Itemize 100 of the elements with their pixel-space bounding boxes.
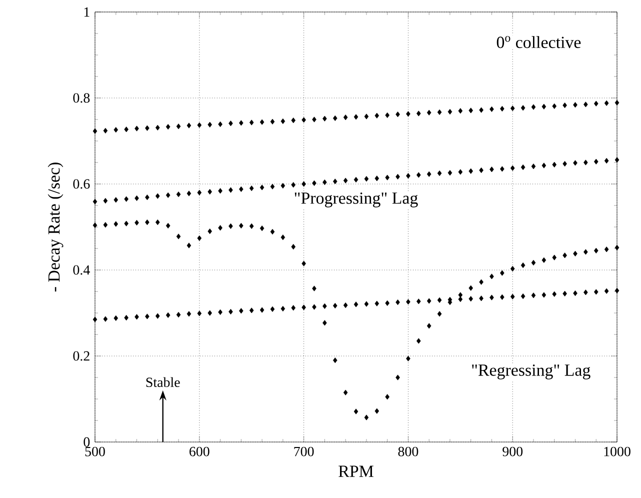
point (312, 116, 316, 122)
point (542, 104, 546, 110)
point (186, 311, 192, 317)
y-tick-label: 1 (84, 7, 90, 17)
point (354, 302, 358, 308)
point (343, 178, 348, 184)
point (573, 250, 578, 256)
point (208, 228, 212, 234)
point (239, 308, 244, 314)
point (270, 118, 275, 124)
point (594, 289, 598, 295)
point (186, 190, 192, 196)
point (562, 252, 567, 258)
y-tick-label: 0.2 (73, 351, 90, 361)
point (614, 100, 620, 106)
point (374, 176, 380, 182)
point (426, 110, 432, 116)
point (416, 110, 421, 116)
point (531, 260, 536, 266)
point (291, 305, 296, 311)
point (249, 185, 254, 192)
point (531, 164, 536, 170)
point (249, 308, 254, 314)
point (406, 173, 410, 179)
point (437, 311, 442, 317)
point (584, 102, 588, 108)
point (239, 120, 244, 126)
point (584, 290, 588, 296)
point (197, 190, 202, 196)
point (322, 320, 327, 326)
point (604, 158, 609, 164)
point (406, 299, 410, 305)
point (520, 293, 526, 300)
point (520, 262, 526, 268)
point (302, 181, 306, 187)
point (332, 178, 338, 184)
point (510, 294, 515, 300)
x-tick-label: 500 (85, 446, 105, 456)
point (260, 184, 264, 190)
point (218, 188, 222, 194)
point (374, 408, 380, 414)
point (542, 162, 546, 168)
point (103, 316, 108, 322)
point (584, 249, 588, 255)
point (114, 221, 118, 227)
x-tick-label: 900 (502, 446, 523, 456)
point (92, 128, 98, 134)
point (134, 126, 139, 132)
point (343, 302, 348, 308)
point (166, 192, 170, 198)
point (176, 192, 181, 198)
point (364, 176, 369, 182)
x-tick-label: 800 (398, 446, 418, 456)
point (291, 118, 296, 124)
point (364, 301, 369, 307)
point (458, 292, 463, 298)
point (103, 222, 108, 228)
point (92, 316, 98, 322)
point (260, 307, 264, 313)
point (239, 186, 244, 192)
point (479, 279, 484, 285)
point (354, 114, 358, 120)
point (145, 194, 150, 200)
point (604, 288, 609, 294)
point (270, 184, 275, 190)
point (374, 300, 380, 306)
point (280, 234, 286, 240)
point (458, 169, 463, 175)
point (166, 312, 170, 318)
point (197, 235, 202, 241)
point (228, 187, 233, 193)
point (322, 303, 327, 309)
point (604, 246, 609, 252)
point (437, 170, 442, 176)
point (510, 266, 515, 272)
point (542, 257, 546, 263)
point (92, 222, 98, 228)
point (385, 174, 390, 180)
point (573, 160, 578, 166)
point (208, 310, 212, 316)
point (155, 313, 160, 319)
point (562, 290, 567, 296)
point (426, 298, 432, 304)
point (448, 108, 452, 115)
point (468, 168, 473, 174)
x-tick-label: 1000 (604, 446, 630, 456)
point (468, 296, 473, 302)
point (584, 160, 588, 166)
point (332, 358, 338, 364)
point (155, 193, 160, 199)
point (614, 288, 620, 294)
point (114, 315, 118, 321)
annotation: 0$^{o}$ collective (496, 36, 581, 48)
point (208, 122, 212, 128)
point (197, 122, 202, 128)
point (426, 171, 432, 177)
point (416, 298, 421, 304)
point (332, 115, 338, 122)
point (479, 296, 484, 302)
point (552, 103, 557, 109)
